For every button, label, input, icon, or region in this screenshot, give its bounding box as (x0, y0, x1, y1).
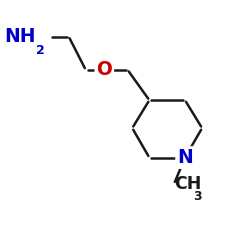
Text: N: N (177, 148, 193, 167)
Text: CH: CH (174, 175, 202, 193)
Text: NH: NH (4, 27, 36, 46)
Text: 3: 3 (193, 190, 202, 203)
Text: O: O (96, 60, 112, 79)
Text: 2: 2 (36, 44, 45, 57)
